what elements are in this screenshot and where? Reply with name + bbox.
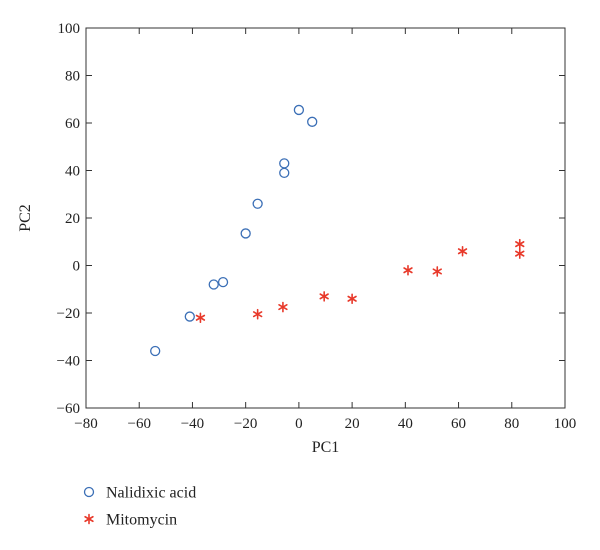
mitomycin-point — [252, 308, 263, 320]
legend-label: Mitomycin — [106, 512, 177, 529]
legend-marker-nalidixic-acid — [83, 486, 95, 498]
x-tick-label: −60 — [127, 416, 150, 432]
y-tick-label: 20 — [65, 211, 80, 227]
nalidixic-acid-point — [217, 276, 229, 288]
mitomycin-point — [403, 264, 413, 276]
nalidixic-acid-point — [208, 279, 219, 290]
nalidixic-acid-point — [252, 198, 263, 209]
x-tick-label: −40 — [181, 416, 204, 432]
y-tick-label: 0 — [73, 259, 81, 275]
x-axis-label: PC1 — [312, 439, 340, 456]
nalidixic-acid-point — [307, 116, 318, 127]
y-tick-label: 60 — [65, 116, 80, 132]
nalidixic-acid-point — [150, 345, 161, 357]
y-axis-label: PC2 — [17, 204, 34, 232]
x-tick-label: 0 — [295, 416, 303, 432]
x-tick-label: 100 — [554, 416, 577, 432]
data-points — [150, 104, 525, 357]
nalidixic-acid-point — [293, 104, 305, 116]
y-tick-label: 80 — [65, 69, 80, 85]
mitomycin-point — [319, 291, 329, 302]
x-axis: −80 −60 −40 −20 0 20 40 60 80 100 — [74, 28, 576, 432]
y-tick-label: 100 — [58, 21, 81, 37]
mitomycin-point — [278, 301, 288, 313]
nalidixic-acid-point — [184, 311, 195, 322]
x-tick-label: −80 — [74, 416, 97, 432]
x-tick-label: 80 — [504, 416, 519, 432]
plot-area — [85, 27, 566, 409]
legend-label: Nalidixic acid — [106, 485, 196, 502]
x-tick-label: 20 — [345, 416, 360, 432]
y-axis: −60 −40 −20 0 20 40 60 80 100 — [57, 21, 565, 417]
mitomycin-point — [195, 312, 206, 324]
y-tick-label: −60 — [57, 401, 80, 417]
y-tick-label: −20 — [57, 306, 80, 322]
nalidixic-acid-point — [240, 228, 251, 239]
x-tick-label: 40 — [398, 416, 413, 432]
mitomycin-point — [432, 266, 442, 277]
mitomycin-point — [457, 245, 468, 257]
mitomycin-point — [515, 238, 525, 250]
x-tick-label: 60 — [451, 416, 466, 432]
y-tick-label: 40 — [65, 164, 80, 180]
mitomycin-point — [347, 293, 357, 305]
mitomycin-point — [515, 248, 525, 259]
x-tick-label: −20 — [234, 416, 257, 432]
y-tick-label: −40 — [57, 354, 80, 370]
legend: Nalidixic acid Mitomycin — [83, 485, 196, 529]
legend-marker-mitomycin — [84, 513, 94, 525]
nalidixic-acid-point — [279, 167, 290, 179]
